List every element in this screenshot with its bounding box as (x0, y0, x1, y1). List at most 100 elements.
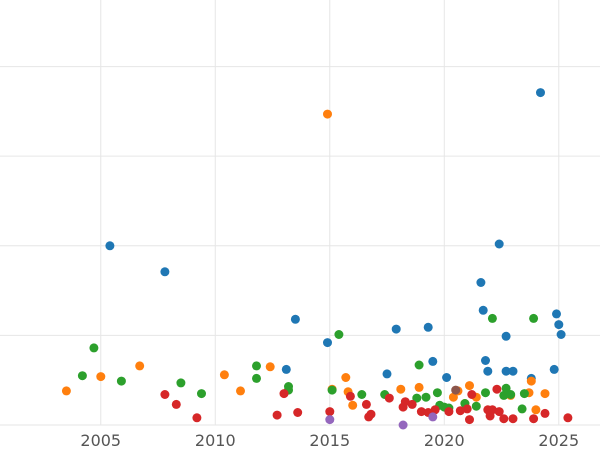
data-point (483, 366, 493, 376)
data-point (428, 412, 438, 422)
data-point (361, 399, 371, 409)
data-point (519, 389, 529, 399)
data-point (549, 364, 559, 374)
data-point (421, 392, 431, 402)
data-point (219, 370, 229, 380)
data-point (462, 404, 472, 414)
data-point (61, 386, 71, 396)
data-point (487, 313, 497, 323)
data-point (448, 392, 458, 402)
data-point (536, 88, 545, 98)
data-point (135, 361, 145, 371)
data-point (455, 406, 465, 416)
data-point (499, 414, 509, 424)
data-point (89, 343, 99, 353)
x-tick-label: 2025 (538, 431, 579, 450)
data-point (531, 405, 541, 415)
data-point (414, 382, 424, 392)
data-point (554, 320, 564, 330)
data-point (414, 360, 424, 370)
data-point (501, 366, 511, 376)
data-point (334, 330, 344, 339)
data-point (481, 388, 490, 398)
data-point (236, 386, 245, 396)
data-point (517, 404, 527, 414)
data-point (494, 407, 504, 417)
data-point (428, 356, 438, 366)
data-point (506, 390, 516, 399)
data-point (423, 322, 433, 332)
data-point (444, 407, 454, 417)
data-point (529, 414, 539, 424)
x-tick-label: 2015 (309, 431, 350, 450)
data-points (61, 88, 573, 430)
data-point (391, 324, 401, 334)
data-point (540, 389, 550, 399)
x-axis-tick-labels: 2005 2010 2015 2020 2025 (80, 431, 579, 450)
data-point (563, 413, 573, 423)
data-point (116, 376, 126, 386)
data-point (396, 384, 406, 394)
x-tick-label: 2005 (80, 431, 121, 450)
data-point (293, 408, 303, 417)
data-point (77, 371, 87, 381)
data-point (272, 410, 282, 420)
data-point (529, 313, 539, 323)
data-point (465, 381, 474, 391)
data-point (348, 400, 358, 410)
data-point (412, 393, 422, 403)
data-point (499, 390, 509, 400)
data-point (501, 383, 511, 393)
data-point (105, 241, 115, 251)
data-point (279, 389, 289, 399)
data-point (176, 378, 186, 388)
data-point (325, 407, 335, 417)
data-point (323, 109, 332, 119)
data-point (471, 401, 481, 411)
data-point (487, 405, 497, 415)
data-point (341, 373, 351, 382)
data-point (508, 414, 518, 424)
x-tick-label: 2010 (195, 431, 236, 450)
data-point (323, 338, 332, 348)
data-point (492, 384, 502, 394)
data-point (430, 405, 440, 415)
data-point (327, 385, 337, 395)
data-point (384, 393, 394, 403)
data-point (467, 390, 477, 399)
data-point (398, 420, 408, 430)
data-point (252, 373, 261, 383)
data-point (494, 239, 504, 249)
data-point (290, 314, 300, 324)
data-point (281, 364, 291, 374)
data-point (540, 408, 550, 418)
data-point (96, 372, 106, 382)
data-point (192, 413, 202, 423)
grid (0, 0, 600, 426)
data-point (366, 409, 376, 419)
data-point (501, 331, 511, 341)
data-point (171, 399, 181, 409)
data-point (160, 267, 170, 277)
data-point (476, 278, 486, 287)
data-point (407, 399, 417, 409)
data-point (508, 366, 518, 376)
data-point (552, 309, 561, 319)
data-point (325, 415, 335, 425)
x-tick-label: 2020 (424, 431, 465, 450)
data-point (252, 361, 261, 371)
data-point (556, 330, 566, 339)
data-point (197, 389, 206, 399)
data-point (265, 362, 275, 372)
data-point (442, 373, 452, 382)
data-point (400, 397, 410, 407)
data-point (465, 415, 474, 425)
data-point (478, 305, 488, 315)
data-point (357, 390, 367, 399)
data-point (451, 385, 461, 395)
data-point (160, 390, 170, 399)
data-point (416, 407, 426, 417)
data-point (382, 369, 392, 379)
data-point (345, 391, 355, 401)
